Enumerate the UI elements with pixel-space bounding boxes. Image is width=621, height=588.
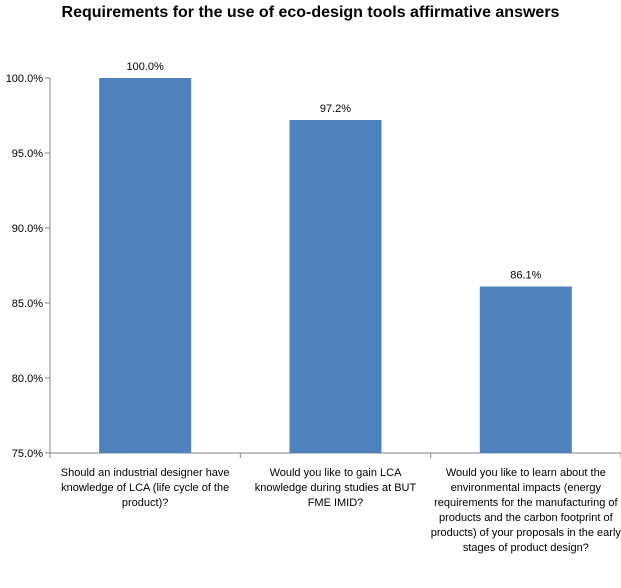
x-category-label: Should an industrial designer have knowl… (60, 467, 230, 509)
bar (479, 286, 572, 453)
bar (99, 78, 192, 453)
data-label: 97.2% (320, 103, 351, 115)
x-category-label: Would you like to learn about the enviro… (430, 467, 621, 554)
x-category-label: Would you like to gain LCA knowledge dur… (254, 467, 417, 509)
y-axis-ticks: 75.0% 80.0% 85.0% 90.0% 95.0% 100.0% (6, 73, 50, 460)
y-tick-label: 75.0% (12, 448, 43, 460)
data-label: 100.0% (127, 61, 165, 73)
data-labels: 100.0% 97.2% 86.1% (127, 61, 542, 282)
data-label: 86.1% (510, 270, 541, 282)
y-tick-label: 85.0% (12, 298, 43, 310)
y-tick-label: 95.0% (12, 148, 43, 160)
y-tick-label: 80.0% (12, 373, 43, 385)
chart-title: Requirements for the use of eco-design t… (61, 4, 560, 21)
bar (289, 120, 382, 453)
bars (99, 78, 572, 453)
y-tick-label: 90.0% (12, 223, 43, 235)
y-tick-label: 100.0% (6, 73, 44, 85)
